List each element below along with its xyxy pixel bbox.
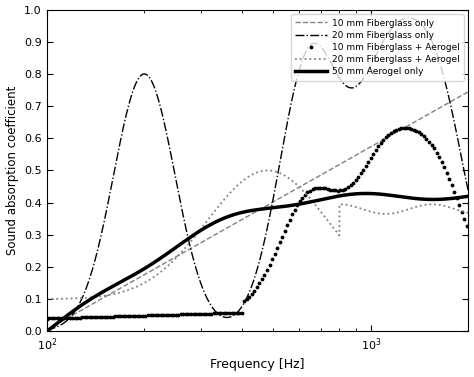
50 mm Aerogel only xyxy=(44,329,50,334)
Line: 50 mm Aerogel only: 50 mm Aerogel only xyxy=(47,193,468,331)
Y-axis label: Sound absorption coefficient: Sound absorption coefficient xyxy=(6,86,18,255)
20 mm Fiberglass only xyxy=(454,130,459,135)
20 mm Fiberglass only xyxy=(453,129,459,133)
10 mm Fiberglass + Aerogel xyxy=(464,224,470,228)
X-axis label: Frequency [Hz]: Frequency [Hz] xyxy=(210,359,305,371)
20 mm Fiberglass + Aerogel xyxy=(465,211,471,215)
Line: 20 mm Fiberglass only: 20 mm Fiberglass only xyxy=(47,18,468,330)
20 mm Fiberglass only xyxy=(249,284,255,288)
20 mm Fiberglass only xyxy=(238,306,244,311)
10 mm Fiberglass only xyxy=(453,97,459,101)
50 mm Aerogel only xyxy=(238,210,244,215)
10 mm Fiberglass + Aerogel xyxy=(401,126,407,130)
10 mm Fiberglass only xyxy=(465,89,471,94)
20 mm Fiberglass + Aerogel xyxy=(65,296,71,301)
10 mm Fiberglass only xyxy=(453,96,459,101)
10 mm Fiberglass + Aerogel xyxy=(100,314,105,319)
10 mm Fiberglass + Aerogel xyxy=(102,314,108,319)
20 mm Fiberglass only xyxy=(376,47,382,52)
20 mm Fiberglass + Aerogel xyxy=(376,211,382,216)
50 mm Aerogel only xyxy=(249,208,255,213)
20 mm Fiberglass + Aerogel xyxy=(454,207,459,212)
10 mm Fiberglass + Aerogel xyxy=(320,186,326,190)
50 mm Aerogel only xyxy=(65,313,71,317)
20 mm Fiberglass + Aerogel xyxy=(238,180,244,185)
50 mm Aerogel only xyxy=(363,191,369,196)
Line: 20 mm Fiberglass + Aerogel: 20 mm Fiberglass + Aerogel xyxy=(47,170,468,299)
20 mm Fiberglass + Aerogel xyxy=(453,207,459,212)
50 mm Aerogel only xyxy=(465,194,471,199)
50 mm Aerogel only xyxy=(453,196,459,200)
20 mm Fiberglass + Aerogel xyxy=(249,173,255,177)
10 mm Fiberglass only xyxy=(238,218,244,222)
10 mm Fiberglass only xyxy=(65,316,71,320)
50 mm Aerogel only xyxy=(454,196,459,200)
10 mm Fiberglass only xyxy=(249,212,255,216)
20 mm Fiberglass only xyxy=(44,328,50,332)
10 mm Fiberglass + Aerogel xyxy=(44,316,50,321)
10 mm Fiberglass + Aerogel xyxy=(254,285,260,290)
Legend: 10 mm Fiberglass only, 20 mm Fiberglass only, 10 mm Fiberglass + Aerogel, 20 mm : 10 mm Fiberglass only, 20 mm Fiberglass … xyxy=(291,14,464,81)
20 mm Fiberglass only xyxy=(65,317,71,322)
10 mm Fiberglass + Aerogel xyxy=(259,277,265,281)
Line: 10 mm Fiberglass only: 10 mm Fiberglass only xyxy=(47,92,468,330)
10 mm Fiberglass + Aerogel xyxy=(193,312,199,316)
20 mm Fiberglass only xyxy=(406,16,411,20)
20 mm Fiberglass + Aerogel xyxy=(44,297,50,301)
Line: 10 mm Fiberglass + Aerogel: 10 mm Fiberglass + Aerogel xyxy=(44,126,469,321)
10 mm Fiberglass only xyxy=(376,140,382,144)
20 mm Fiberglass only xyxy=(465,190,471,195)
10 mm Fiberglass only xyxy=(44,328,50,332)
50 mm Aerogel only xyxy=(376,192,382,196)
20 mm Fiberglass + Aerogel xyxy=(265,168,271,173)
